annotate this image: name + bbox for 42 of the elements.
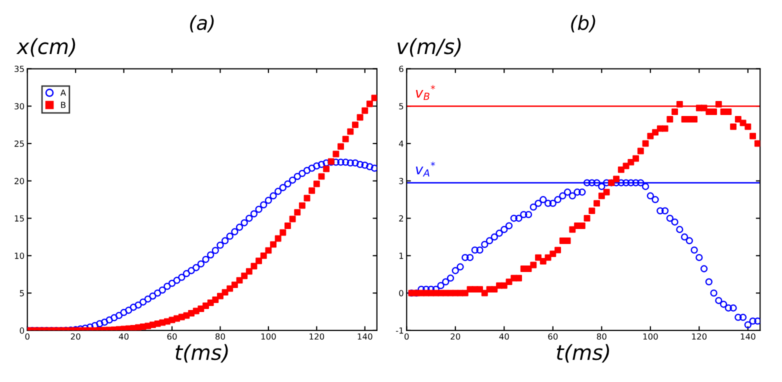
x-tick-label: 120 <box>310 333 324 340</box>
y-tick-label: 6 <box>399 66 404 72</box>
y-tick-label: 20 <box>14 178 24 184</box>
x-tick-label: 140 <box>358 333 372 340</box>
y-tick-label: 0 <box>20 327 24 334</box>
y-tick-label: 35 <box>14 66 24 72</box>
ref-line-label: v$_{A}$$^{*}$ <box>416 162 436 176</box>
x-tick-label: 60 <box>548 333 558 340</box>
y-tick-label: 15 <box>14 215 24 222</box>
x-tick-label: 0 <box>404 333 409 340</box>
x-tick-label: 20 <box>70 333 80 340</box>
x-tick-label: 100 <box>643 333 658 340</box>
y-tick-label: 5 <box>399 103 404 110</box>
y-tick-label: 25 <box>14 140 24 147</box>
x-tick-label: 0 <box>25 333 30 340</box>
y-axis-title: x(cm) <box>16 38 76 57</box>
y-tick-label: 30 <box>14 103 24 110</box>
y-tick-label: -1 <box>396 328 404 334</box>
y-tick-label: 4 <box>398 140 404 147</box>
x-tick-label: 40 <box>118 333 129 340</box>
x-tick-label: 20 <box>450 333 460 340</box>
y-tick-label: 5 <box>20 290 24 296</box>
y-axis-title: v(m/s) <box>398 38 461 57</box>
x-axis-title: t(ms) <box>176 344 228 363</box>
chart-title: (a) <box>190 15 214 32</box>
y-tick-label: 1 <box>399 252 404 259</box>
x-tick-label: 140 <box>740 333 756 340</box>
ref-line-label: v$_{B}$$^{*}$ <box>416 85 436 100</box>
x-tick-label: 80 <box>215 333 225 340</box>
y-tick-label: 10 <box>14 252 24 259</box>
y-tick-label: 0 <box>399 290 404 296</box>
x-tick-label: 40 <box>499 333 509 340</box>
y-tick-label: 3 <box>399 178 404 184</box>
x-tick-label: 60 <box>167 333 177 340</box>
x-tick-label: 100 <box>261 333 276 340</box>
x-axis-title: t(ms) <box>556 344 610 363</box>
x-tick-label: 120 <box>692 333 707 340</box>
legend-label: B <box>61 102 66 108</box>
x-tick-label: 80 <box>596 333 606 340</box>
y-tick-label: 2 <box>399 215 404 222</box>
legend-label: A <box>60 90 66 96</box>
chart-title: (b) <box>571 15 596 32</box>
